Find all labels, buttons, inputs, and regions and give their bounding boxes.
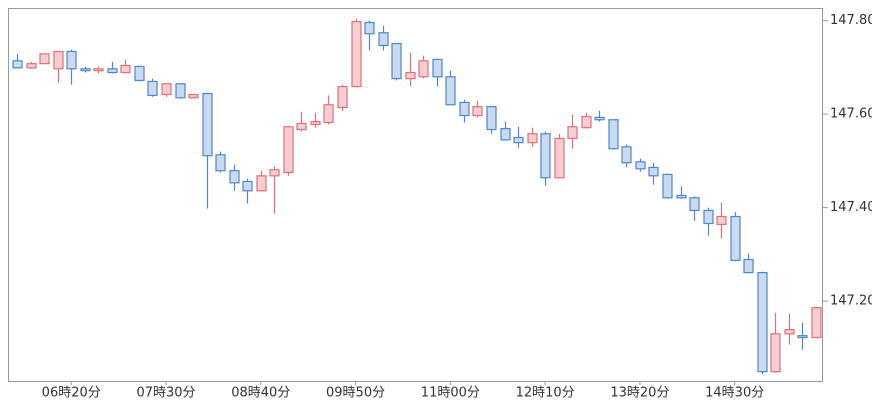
candle-body (134, 65, 145, 82)
candle-body (527, 133, 538, 144)
candle-body (513, 136, 524, 144)
candle-body (608, 119, 619, 150)
candle-body (730, 215, 741, 262)
y-tick-label: 147.60 (830, 107, 872, 122)
plot-frame (8, 8, 823, 382)
candle-body (229, 170, 240, 184)
candle-body (26, 63, 37, 69)
candle-body (66, 50, 77, 70)
candle-body (432, 58, 443, 78)
candle-body (784, 329, 795, 335)
candle-body (161, 83, 172, 96)
candle-body (391, 42, 402, 80)
candle-body (554, 137, 565, 179)
candle-body (337, 85, 348, 109)
y-tick-label: 147.40 (830, 200, 872, 215)
candle-body (621, 146, 632, 164)
candle-body (323, 104, 334, 124)
candle-body (581, 115, 592, 129)
candle-body (351, 20, 362, 88)
x-tick-label: 12時10分 (516, 386, 575, 401)
candle-body (107, 68, 118, 74)
candle-body (662, 173, 673, 199)
x-tick-label: 08時40分 (231, 386, 290, 401)
candle-body (445, 76, 456, 106)
candle-body (540, 133, 551, 179)
candle-body (378, 32, 389, 47)
candle-body (500, 128, 511, 141)
candle-body (486, 106, 497, 131)
candle-body (594, 116, 605, 121)
candle-body (120, 64, 131, 74)
candle-body (770, 333, 781, 373)
y-tick-label: 147.20 (830, 294, 872, 309)
candle-body (80, 68, 91, 72)
x-tick-label: 13時20分 (610, 386, 669, 401)
candle-body (797, 335, 808, 339)
candle-body (296, 122, 307, 131)
candle-body (405, 71, 416, 80)
candle-body (743, 258, 754, 274)
candle-body (147, 80, 158, 97)
candle-body (703, 209, 714, 225)
candle-body (12, 60, 23, 69)
x-tick-label: 06時20分 (42, 386, 101, 401)
candle-body (175, 83, 186, 99)
candle-body (472, 106, 483, 117)
candle-body (93, 68, 104, 72)
candle-body (364, 21, 375, 35)
candle-body (269, 169, 280, 177)
candle-body (310, 121, 321, 126)
candle-body (676, 194, 687, 199)
candle-body (648, 166, 659, 177)
candle-body (202, 92, 213, 157)
candle-body (53, 50, 64, 70)
x-tick-label: 09時50分 (326, 386, 385, 401)
candle-body (39, 53, 50, 65)
x-tick-label: 14時30分 (705, 386, 764, 401)
x-tick-label: 07時30分 (136, 386, 195, 401)
candle-body (635, 161, 646, 170)
candle-body (716, 215, 727, 226)
candle-body (567, 126, 578, 140)
candle-body (283, 126, 294, 174)
y-tick-label: 147.80 (830, 13, 872, 28)
candle-body (689, 197, 700, 212)
x-tick-label: 11時00分 (421, 386, 480, 401)
candle-body (459, 101, 470, 117)
candle-body (418, 60, 429, 78)
candle-body (256, 175, 267, 192)
candle-body (188, 93, 199, 99)
candle-body (757, 271, 768, 373)
candle-body (242, 180, 253, 192)
candle-body (811, 307, 822, 339)
candle-body (215, 154, 226, 172)
